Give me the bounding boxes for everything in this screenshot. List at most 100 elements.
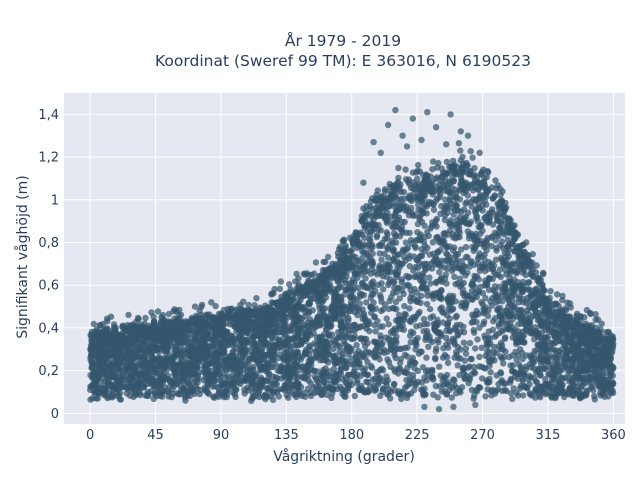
data-point [503,307,510,314]
data-point [522,363,530,370]
data-point [221,363,228,371]
data-point [203,384,211,391]
data-point [472,210,479,217]
data-point [559,381,566,388]
data-point [280,373,288,380]
data-point [438,331,445,338]
data-point [311,373,319,380]
data-point [358,271,365,278]
data-point [450,376,457,383]
data-point [401,282,409,289]
data-point [160,372,167,380]
data-point [453,193,460,201]
data-point [469,296,476,303]
data-point [498,317,505,324]
data-point [570,354,578,361]
data-point [186,372,193,380]
data-point [331,353,338,360]
data-point [405,274,412,281]
data-point [548,394,555,401]
data-point [481,318,488,325]
data-point [434,249,442,256]
data-point [348,293,355,301]
data-point [417,231,424,238]
data-point [430,206,438,213]
data-point [583,379,590,386]
data-point [471,363,478,371]
data-point [270,363,277,371]
data-point [359,248,366,255]
data-point [398,395,405,402]
data-point [500,360,507,367]
data-point [370,216,377,223]
data-point [446,197,454,204]
data-point [335,293,343,300]
data-point [239,353,246,360]
data-point [362,275,369,282]
data-point [390,278,397,285]
scatter-points [87,106,617,413]
data-point [433,215,440,223]
data-point [525,286,532,293]
data-point [479,301,486,308]
data-point [401,351,409,358]
data-point [420,238,428,246]
data-point [532,301,540,308]
data-point [407,390,415,397]
data-point [376,356,383,363]
data-point [136,391,144,399]
data-point [418,252,426,260]
data-point [291,369,299,376]
data-point [362,335,370,343]
data-point [336,383,344,390]
data-point [322,365,329,372]
data-point [560,375,567,382]
data-point [384,231,391,238]
data-point [401,344,409,352]
data-point [476,324,483,331]
data-point [577,390,585,398]
data-point [420,204,427,212]
data-point [528,330,535,337]
data-point [475,363,483,370]
data-point [521,319,528,326]
data-point [521,338,528,346]
data-point [516,307,524,315]
data-point [407,361,414,368]
data-point [132,354,139,362]
data-point [321,305,328,312]
data-point [373,340,380,347]
data-point [88,364,95,371]
data-point [458,246,465,253]
data-point [354,274,361,282]
data-point [368,364,376,371]
data-point [468,355,475,363]
data-point [559,337,566,344]
data-point [542,341,549,349]
data-point [396,316,403,323]
data-point [118,367,125,374]
data-point [496,283,503,290]
data-point [527,374,535,381]
data-point [477,193,484,200]
data-point [542,384,549,392]
data-point [145,359,153,366]
data-point [384,356,391,363]
data-point [403,203,410,210]
data-point [452,186,459,193]
data-point [392,298,400,306]
data-point [414,334,421,342]
data-point [264,384,271,392]
data-point [458,281,465,288]
data-point [515,321,522,328]
data-point [507,379,514,386]
data-point [388,293,395,301]
data-point [384,348,391,355]
data-point [474,336,481,343]
data-point [252,340,259,348]
data-point [549,376,556,383]
data-point [593,363,600,370]
data-point [370,299,377,306]
data-point [418,379,426,386]
data-point [364,258,371,266]
